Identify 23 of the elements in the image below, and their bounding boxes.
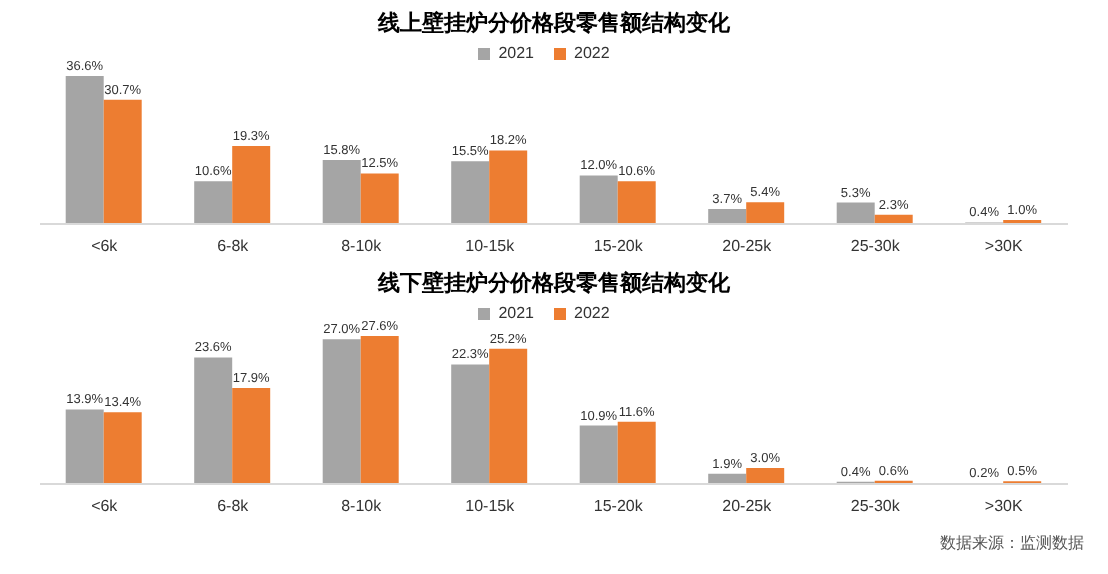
- x-tick-label: 20-25k: [722, 497, 774, 516]
- chart-title: 线下壁挂炉分价格段零售额结构变化: [375, 269, 732, 296]
- x-tick-label: 6-8k: [217, 497, 251, 516]
- x-tick-label: 6-8k: [217, 237, 251, 256]
- x-tick-label: 10-15k: [465, 497, 517, 516]
- x-tick-label: 8-10k: [341, 237, 384, 256]
- x-tick-label: 8-10k: [341, 497, 384, 516]
- x-tick-label: 15-20k: [593, 497, 645, 516]
- legend-label: 2022: [574, 304, 610, 322]
- x-tick-label: 25-30k: [850, 237, 902, 256]
- x-tick-label: <6k: [91, 237, 120, 256]
- x-tick-label: >30K: [984, 497, 1024, 516]
- x-tick-label: >30K: [984, 237, 1024, 256]
- x-tick-label: 20-25k: [722, 237, 774, 256]
- legend-label: 2021: [498, 44, 534, 62]
- legend-label: 2021: [498, 304, 534, 322]
- source-note: 数据来源：监测数据: [940, 532, 1084, 554]
- legend-label: 2022: [574, 44, 610, 62]
- x-tick-label: 25-30k: [850, 497, 902, 516]
- x-tick-label: <6k: [91, 497, 120, 516]
- chart-title: 线上壁挂炉分价格段零售额结构变化: [375, 9, 732, 36]
- x-tick-label: 15-20k: [593, 237, 645, 256]
- x-tick-label: 10-15k: [465, 237, 517, 256]
